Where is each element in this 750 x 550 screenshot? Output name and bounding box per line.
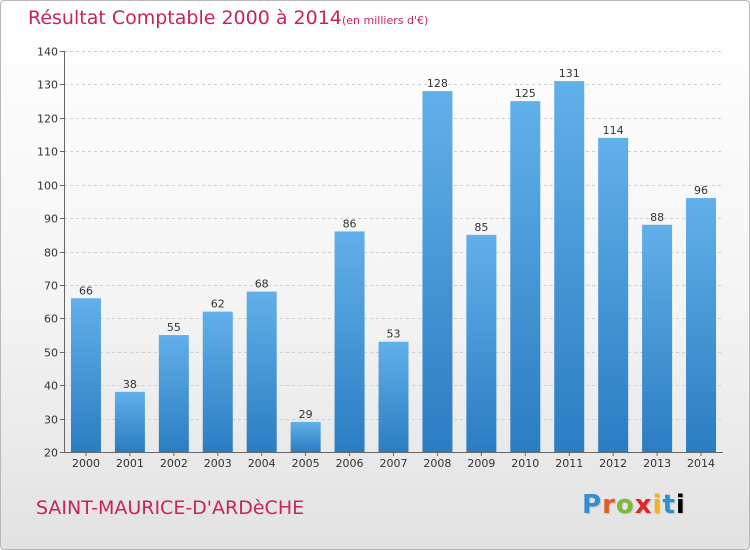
y-tick-label: 70 (44, 280, 58, 293)
x-tick-label-2004: 2004 (248, 457, 276, 470)
bar-2013 (642, 224, 673, 452)
y-tick-label: 60 (44, 313, 58, 326)
x-tick-label-2005: 2005 (292, 457, 320, 470)
x-tick-label-2009: 2009 (467, 457, 495, 470)
value-label-2014: 96 (694, 184, 708, 197)
value-label-2009: 85 (474, 221, 488, 234)
x-tick-label-2014: 2014 (687, 457, 715, 470)
bar-2000 (70, 298, 101, 452)
bar-2007 (378, 341, 409, 452)
y-tick-label: 20 (44, 447, 58, 460)
x-tick-label-2008: 2008 (423, 457, 451, 470)
bar-2011 (554, 81, 585, 452)
value-label-2000: 66 (79, 284, 93, 297)
x-tick-label-2000: 2000 (72, 457, 100, 470)
bar-2006 (334, 231, 365, 452)
value-label-2012: 114 (603, 124, 624, 137)
y-tick-label: 90 (44, 213, 58, 226)
y-tick-label: 140 (37, 46, 58, 59)
bar-2014 (686, 198, 717, 452)
proxiti-logo: Proxiti (582, 490, 686, 520)
x-tick-label-2006: 2006 (336, 457, 364, 470)
commune-name: SAINT-MAURICE-D'ARDèCHE (36, 497, 305, 519)
x-tick-label-2003: 2003 (204, 457, 232, 470)
y-tick-label: 30 (44, 414, 58, 427)
bar-2005 (290, 421, 321, 452)
value-label-2011: 131 (559, 67, 580, 80)
x-tick-label-2010: 2010 (511, 457, 539, 470)
chart-subtitle: (en milliers d'€) (342, 14, 429, 27)
x-tick-label-2002: 2002 (160, 457, 188, 470)
value-label-2006: 86 (343, 217, 357, 230)
x-tick-label-2007: 2007 (380, 457, 408, 470)
y-tick-label: 50 (44, 347, 58, 360)
y-tick-label: 80 (44, 247, 58, 260)
value-label-2001: 38 (123, 378, 137, 391)
value-label-2010: 125 (515, 87, 536, 100)
bar-2003 (202, 311, 233, 452)
value-label-2008: 128 (427, 77, 448, 90)
y-tick-label: 40 (44, 380, 58, 393)
bar-2008 (422, 91, 453, 452)
value-label-2005: 29 (299, 408, 313, 421)
bar-2010 (510, 101, 541, 452)
value-label-2002: 55 (167, 321, 181, 334)
x-tick-label-2011: 2011 (555, 457, 583, 470)
y-tick-label: 120 (37, 113, 58, 126)
value-label-2004: 68 (255, 278, 269, 291)
value-label-2007: 53 (387, 328, 401, 341)
y-tick-label: 100 (37, 180, 58, 193)
value-label-2003: 62 (211, 298, 225, 311)
x-tick-label-2001: 2001 (116, 457, 144, 470)
bar-2001 (114, 391, 145, 452)
x-tick-label-2012: 2012 (599, 457, 627, 470)
y-tick-label: 110 (37, 146, 58, 159)
chart-title: Résultat Comptable 2000 à 2014 (28, 7, 342, 29)
y-tick-label: 130 (37, 79, 58, 92)
bar-2004 (246, 291, 277, 452)
bar-2012 (598, 137, 629, 452)
bar-2009 (466, 234, 497, 452)
bar-2002 (158, 335, 189, 452)
value-label-2013: 88 (650, 211, 664, 224)
x-tick-label-2013: 2013 (643, 457, 671, 470)
